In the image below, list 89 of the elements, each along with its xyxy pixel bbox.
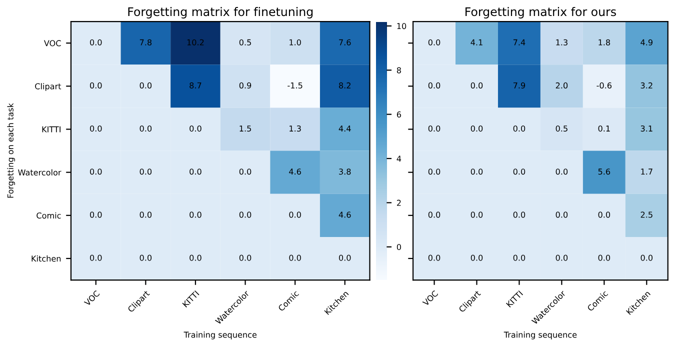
- chart-title: Forgetting matrix for ours: [466, 7, 616, 18]
- data-label: 0.0: [190, 254, 202, 261]
- x-axis-title: Training sequence: [184, 332, 257, 340]
- data-label: 1.7: [641, 168, 652, 175]
- data-label: 0.0: [428, 125, 440, 132]
- data-label: 0.0: [90, 168, 102, 175]
- data-label: 0.0: [470, 125, 483, 132]
- color-bar-label: 10: [397, 23, 406, 30]
- data-label: 0.0: [428, 212, 440, 218]
- data-label: 0.0: [339, 254, 351, 261]
- data-label: 0.5: [239, 39, 251, 46]
- data-label: 4.6: [338, 212, 351, 218]
- data-label: 0.0: [190, 125, 202, 132]
- data-label: 0.0: [289, 212, 301, 218]
- data-label: 0.0: [239, 254, 252, 261]
- color-bar-label: 8: [396, 67, 401, 74]
- color-bar-label: 6: [396, 111, 402, 118]
- data-label: 2.5: [640, 212, 652, 218]
- data-label: 0.0: [140, 254, 152, 261]
- data-label: 0.0: [289, 254, 301, 261]
- data-label: 0.0: [239, 212, 252, 218]
- data-label: 7.8: [140, 39, 152, 46]
- data-label: 0.0: [90, 125, 102, 132]
- data-label: 1.3: [556, 39, 568, 46]
- data-label: 0.9: [239, 82, 252, 88]
- color-bar-label: 2: [396, 200, 401, 206]
- data-label: 0.0: [428, 168, 440, 175]
- data-label: 0.0: [513, 168, 526, 175]
- data-label: 0.0: [556, 168, 568, 175]
- data-label: 7.6: [339, 39, 351, 46]
- data-label: 5.6: [598, 168, 610, 175]
- data-label: 0.1: [598, 125, 610, 132]
- data-label: 4.6: [289, 168, 301, 175]
- data-label: 0.0: [140, 82, 152, 88]
- data-label: 0.0: [556, 212, 568, 218]
- data-label: 0.0: [140, 125, 152, 132]
- data-label: 0.0: [470, 82, 483, 88]
- data-label: 0.0: [90, 82, 102, 88]
- data-label: -1.5: [288, 82, 302, 88]
- data-label: 0.0: [513, 254, 526, 261]
- data-label: 0.0: [513, 212, 526, 218]
- y-axis-title: Forgetting on each task: [7, 103, 16, 198]
- data-label: 0.0: [190, 212, 202, 218]
- color-bar-label: 4: [396, 156, 402, 162]
- data-label: 3.2: [640, 82, 652, 88]
- y-tick-label: VOC: [44, 40, 61, 46]
- data-label: 0.5: [556, 125, 568, 132]
- data-label: 0.0: [640, 254, 653, 261]
- data-label: 0.0: [140, 168, 152, 175]
- data-label: 0.0: [470, 168, 483, 175]
- data-label: 3.1: [640, 125, 652, 132]
- color-bar-label: 0: [396, 244, 401, 250]
- data-label: 0.0: [428, 254, 440, 261]
- data-label: 0.0: [90, 39, 102, 46]
- data-label: 1.8: [598, 39, 610, 46]
- data-label: 2.0: [556, 82, 568, 88]
- data-label: 1.5: [240, 126, 251, 132]
- data-label: 0.0: [470, 254, 483, 261]
- data-label: 0.0: [90, 254, 102, 261]
- data-label: 1.3: [290, 125, 301, 132]
- data-label: -0.6: [596, 82, 612, 88]
- data-label: 4.1: [470, 39, 482, 46]
- x-axis-title: Training sequence: [504, 332, 577, 340]
- y-tick-label: Comic: [36, 212, 61, 219]
- y-tick-label: Clipart: [35, 83, 62, 91]
- data-label: 0.0: [190, 168, 202, 175]
- y-tick-label: KITTI: [42, 126, 60, 132]
- data-label: 0.0: [239, 168, 252, 175]
- data-label: 1.0: [290, 39, 301, 46]
- data-label: 7.9: [513, 82, 526, 88]
- data-label: 0.0: [598, 254, 610, 261]
- data-label: 10.2: [187, 39, 204, 46]
- data-label: 4.4: [338, 126, 351, 132]
- data-label: 4.9: [640, 39, 652, 46]
- data-label: 0.0: [556, 254, 568, 261]
- y-tick-label: Kitchen: [32, 255, 61, 262]
- data-label: 0.0: [598, 212, 610, 218]
- data-label: 8.7: [190, 82, 202, 88]
- data-label: 0.0: [428, 39, 440, 46]
- data-label: 3.8: [339, 168, 351, 175]
- y-tick-label: Watercolor: [18, 169, 62, 176]
- chart-title: Forgetting matrix for finetuning: [128, 7, 313, 18]
- data-label: 0.0: [90, 212, 102, 218]
- data-label: 8.2: [339, 82, 350, 88]
- data-label: 7.4: [513, 39, 526, 46]
- data-label: 0.0: [470, 212, 483, 218]
- data-label: 0.0: [428, 82, 440, 88]
- data-label: 0.0: [513, 125, 526, 132]
- data-label: 0.0: [140, 212, 152, 218]
